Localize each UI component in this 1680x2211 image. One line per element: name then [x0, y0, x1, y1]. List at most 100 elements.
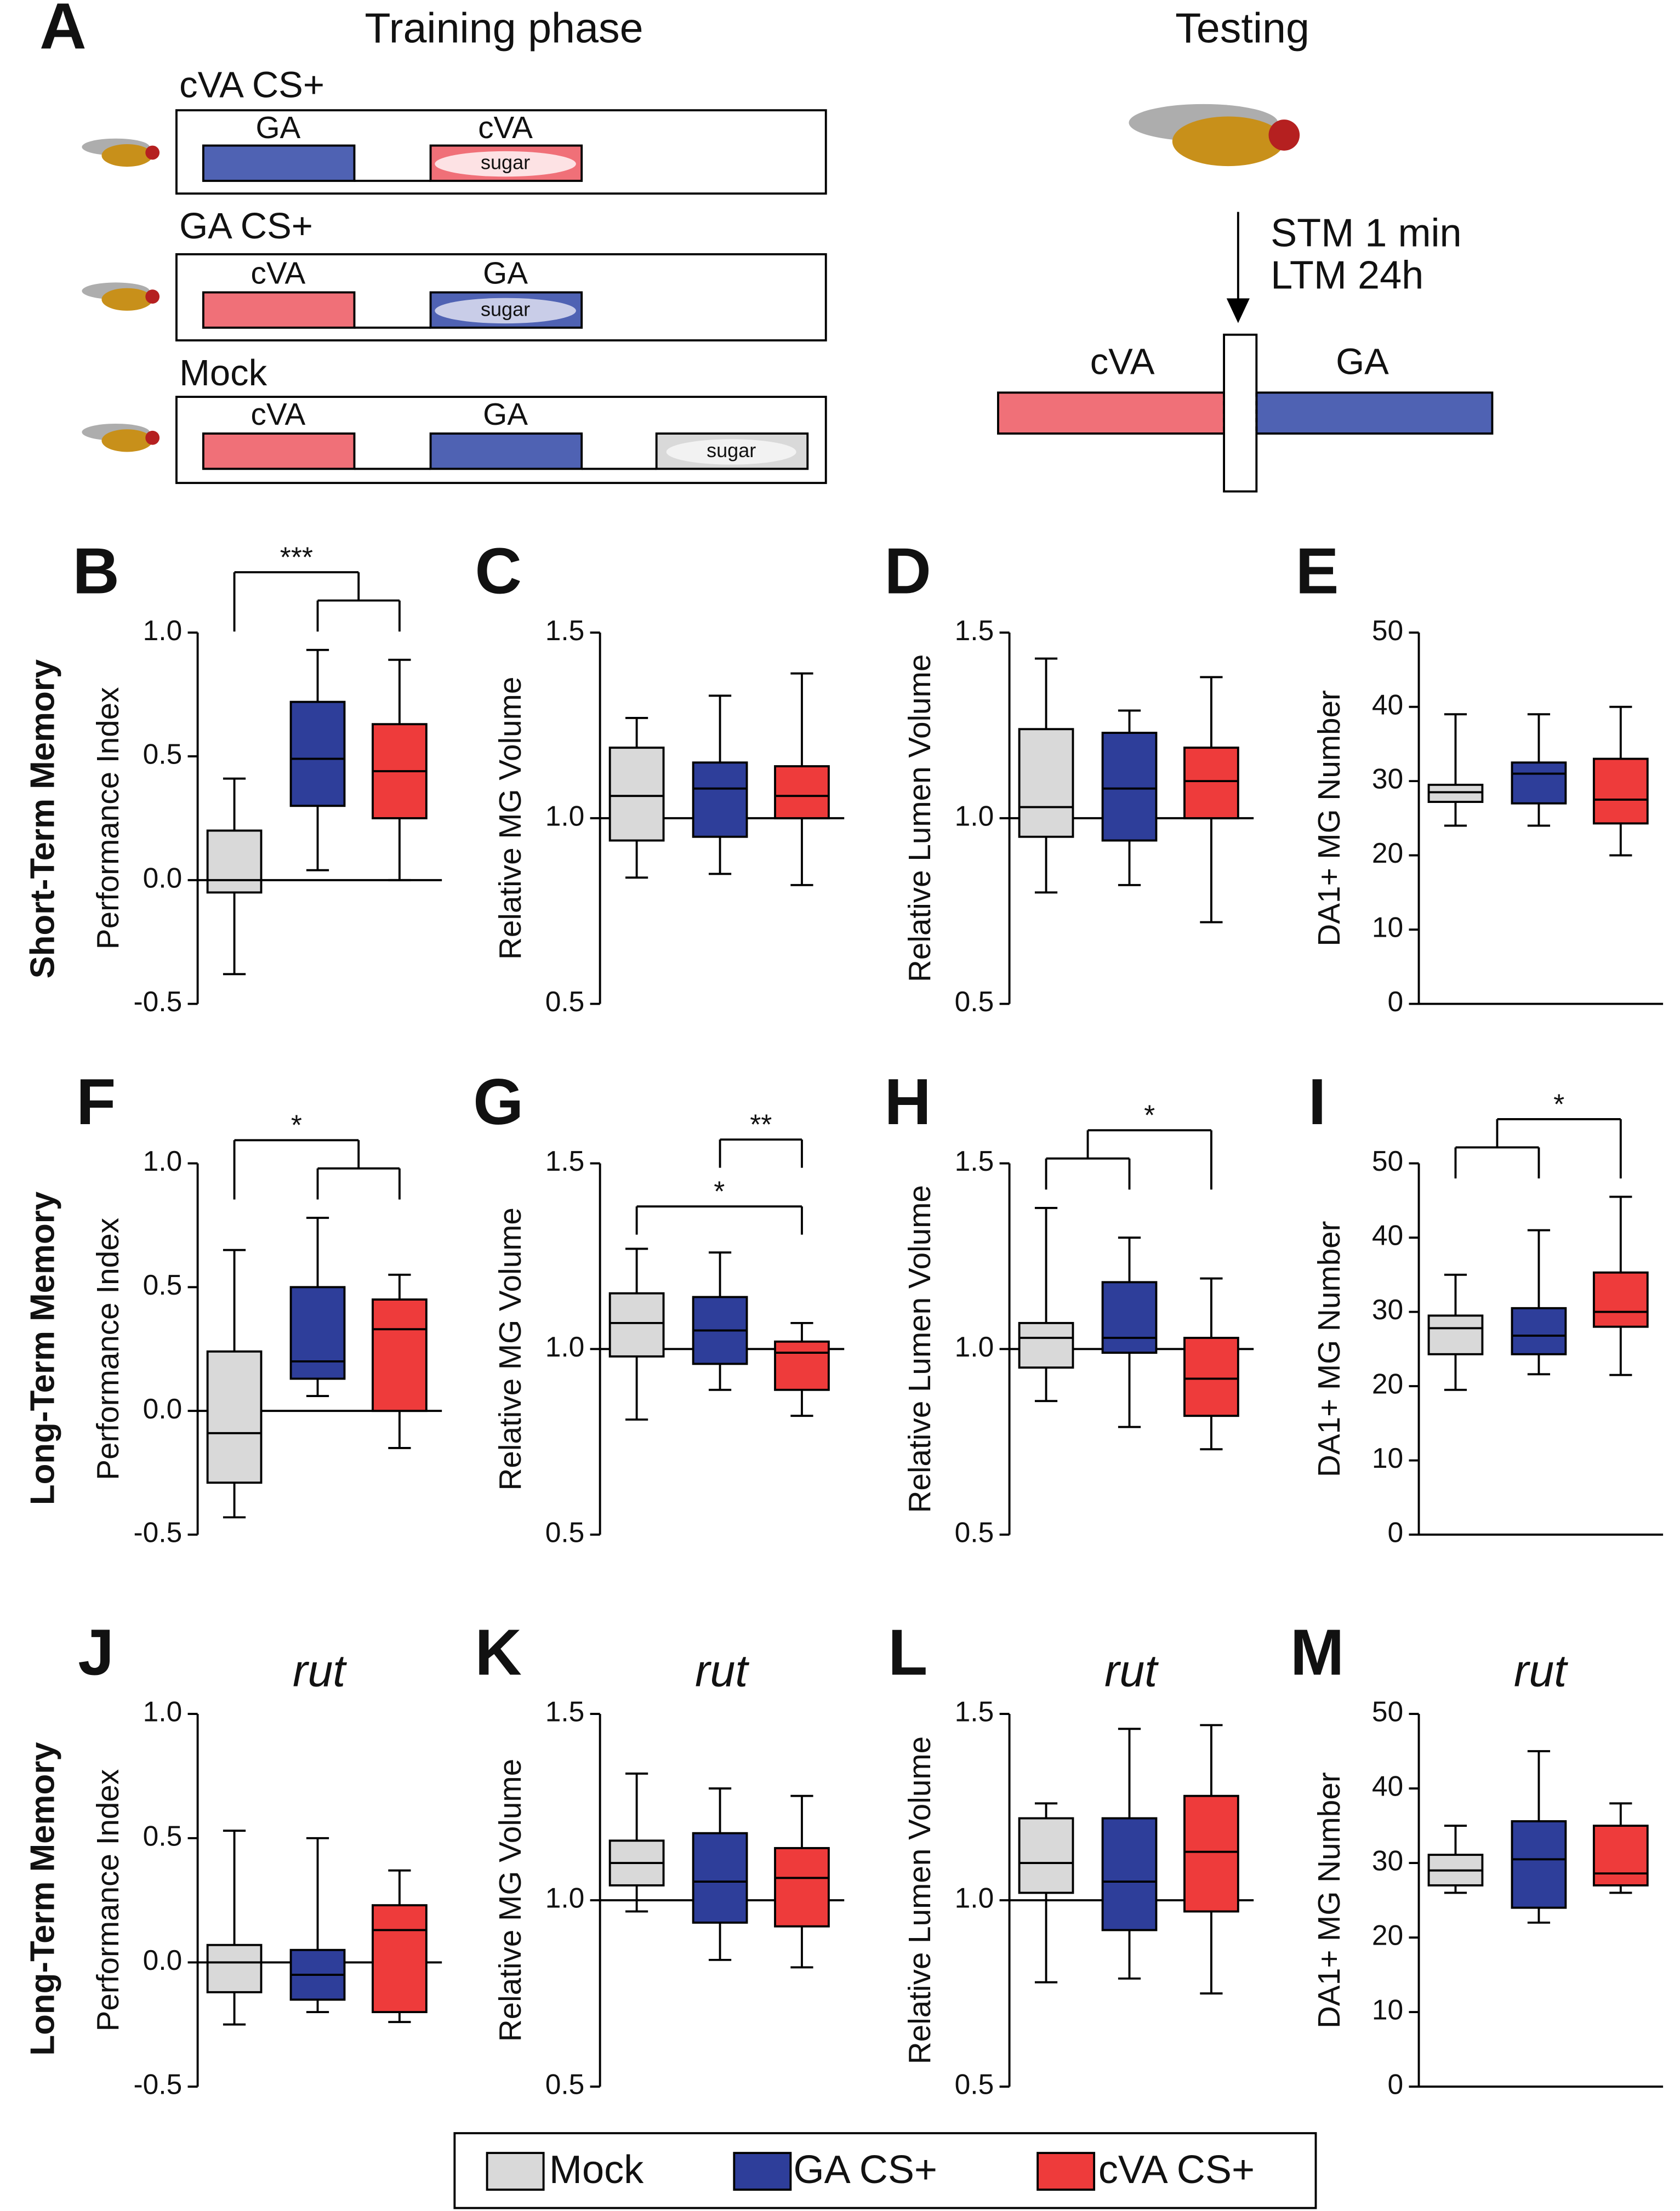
y-tick-label: 20 — [1372, 837, 1403, 869]
y-tick-label: 1.5 — [545, 614, 585, 646]
y-tick-label: 0.5 — [143, 1269, 183, 1301]
box — [1427, 1825, 1484, 1894]
box-body — [1511, 761, 1567, 805]
sugar-ellipse — [435, 151, 576, 177]
box-body — [1427, 1314, 1484, 1355]
box-body — [774, 1340, 830, 1391]
box — [206, 1249, 263, 1519]
maze-elevator — [1223, 333, 1258, 493]
box-body — [1427, 783, 1484, 803]
panel-label: A — [39, 0, 87, 62]
box — [372, 1273, 428, 1449]
box — [1101, 1236, 1158, 1428]
box-body — [1183, 747, 1239, 819]
box — [1101, 709, 1158, 886]
y-tick-label: 1.0 — [955, 1882, 994, 1914]
arrow-head — [1226, 298, 1250, 323]
y-tick-label: 50 — [1372, 614, 1403, 646]
y-axis-label: Relative MG Volume — [493, 677, 528, 960]
y-axis-label: Relative Lumen Volume — [903, 1185, 937, 1513]
box-body — [1101, 732, 1158, 842]
protocol-frame — [175, 253, 827, 341]
sugar-label: sugar — [707, 439, 756, 461]
y-tick-label: 1.0 — [143, 614, 183, 646]
y-axis-label: Relative Lumen Volume — [903, 654, 937, 982]
y-tick-label: 0 — [1388, 2068, 1404, 2100]
y-tick-label: 10 — [1372, 1442, 1403, 1474]
y-tick-label: 1.0 — [545, 1331, 585, 1363]
box-body — [372, 1904, 428, 2014]
legend-swatch — [733, 2152, 792, 2191]
box-body — [1018, 728, 1074, 838]
arm-label: GA — [1336, 341, 1389, 382]
box-body — [1592, 1271, 1649, 1328]
row-label: Short-Term Memory — [24, 659, 62, 978]
y-tick-label: 40 — [1372, 1220, 1403, 1251]
protocol-frame — [175, 396, 827, 485]
box-body — [206, 1350, 263, 1484]
y-axis-label: Relative MG Volume — [493, 1207, 528, 1490]
box-body — [206, 829, 263, 894]
significance: * — [635, 1176, 803, 1235]
legend-label: cVA CS+ — [1098, 2148, 1255, 2192]
maze-arm — [997, 391, 1227, 435]
y-tick-label: 1.5 — [955, 614, 994, 646]
y-tick-label: 20 — [1372, 1368, 1403, 1400]
significance-label: * — [1144, 1099, 1155, 1131]
box-body — [1592, 757, 1649, 825]
legend-label: GA CS+ — [794, 2148, 938, 2192]
box-body — [692, 1832, 748, 1924]
y-tick-label: 0.5 — [955, 985, 994, 1017]
box — [1427, 713, 1484, 827]
box-body — [692, 761, 748, 838]
y-axis-label: Performance Index — [91, 687, 126, 950]
y-tick-label: 0.5 — [143, 1820, 183, 1851]
box — [608, 717, 665, 879]
training-title: Training phase — [365, 4, 643, 52]
panel-label: F — [76, 1066, 116, 1138]
y-tick-label: 50 — [1372, 1696, 1403, 1728]
box — [1592, 1195, 1649, 1376]
box — [1511, 1229, 1567, 1376]
chart-subtitle: rut — [1514, 1646, 1568, 1696]
legend-label: Mock — [549, 2148, 644, 2192]
y-tick-label: 20 — [1372, 1919, 1403, 1951]
row-label: Long-Term Memory — [24, 1742, 62, 2056]
y-axis-label: DA1+ MG Number — [1312, 690, 1347, 947]
odor-block — [202, 291, 356, 329]
odor-label: cVA — [251, 256, 306, 290]
box-body — [206, 1944, 263, 1993]
y-tick-label: 1.5 — [545, 1145, 585, 1177]
y-tick-label: 0.5 — [955, 2068, 994, 2100]
panel-label: C — [475, 535, 522, 607]
protocol-frame — [175, 109, 827, 195]
y-axis-label: DA1+ MG Number — [1312, 1221, 1347, 1478]
y-tick-label: 30 — [1372, 1845, 1403, 1877]
y-tick-label: 1.5 — [955, 1696, 994, 1728]
box — [1018, 1802, 1074, 1984]
significance-label: *** — [280, 542, 313, 573]
y-axis-label: Relative MG Volume — [493, 1759, 528, 2042]
y-tick-label: 1.0 — [545, 1882, 585, 1914]
protocol-name: cVA CS+ — [179, 65, 324, 106]
odor-block — [429, 432, 583, 470]
test-time: LTM 24h — [1271, 254, 1423, 298]
box — [372, 658, 428, 881]
box-body — [1101, 1817, 1158, 1931]
chart: C Relative MG Volume 0.5 1.0 1.5 — [475, 535, 845, 1017]
fly — [1129, 104, 1300, 167]
significance: ** — [719, 1109, 803, 1168]
y-tick-label: 1.0 — [955, 1331, 994, 1363]
panel-label: H — [884, 1066, 931, 1138]
panel-label: M — [1290, 1616, 1345, 1689]
sugar-label: sugar — [481, 151, 530, 174]
y-tick-label: 30 — [1372, 763, 1403, 795]
panel-label: L — [888, 1616, 927, 1689]
test-time: STM 1 min — [1271, 211, 1462, 255]
chart: H Relative Lumen Volume 0.5 1.0 1.5 * — [884, 1066, 1254, 1548]
